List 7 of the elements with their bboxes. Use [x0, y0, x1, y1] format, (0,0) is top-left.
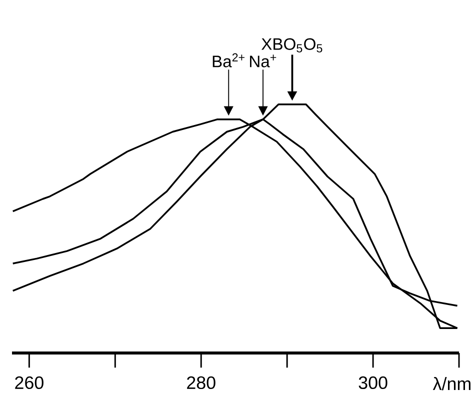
text: XBO$_{5}$O$_{5}$ [261, 38, 322, 52]
x-tick-label: 260 [15, 376, 44, 390]
x-tick-label: 300 [358, 376, 388, 390]
x-tick-label: 280 [187, 376, 216, 390]
x-axis-title: λ/nm [432, 377, 470, 390]
text: Na$^{+}$ [250, 54, 276, 68]
text: Ba$^{2+}$ [212, 53, 244, 68]
